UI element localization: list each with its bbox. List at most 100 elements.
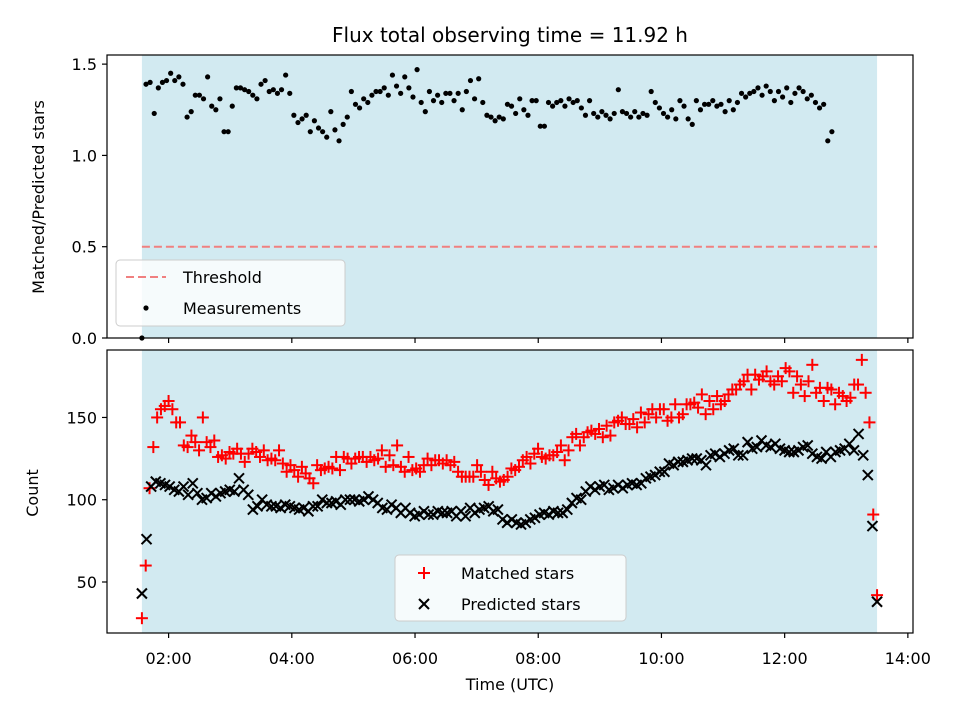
measurement-point	[443, 90, 449, 96]
x-stroke	[228, 485, 241, 498]
measurement-point	[554, 99, 560, 106]
x-stroke	[691, 452, 703, 465]
measurement-point	[525, 112, 531, 118]
measurement-point	[701, 101, 708, 107]
measurement-point	[829, 129, 835, 135]
predicted-star-point	[265, 500, 278, 513]
measurement-point	[500, 116, 506, 122]
measurement-point	[796, 85, 802, 91]
measurement-point	[517, 96, 523, 102]
predicted-star-point	[311, 500, 324, 513]
measurement-point	[176, 74, 182, 80]
measurement-point	[755, 85, 761, 91]
matched-star-point	[257, 444, 270, 457]
measurement-point	[722, 109, 728, 115]
measurement-point	[615, 87, 621, 93]
x-stroke	[224, 484, 236, 496]
x-stroke	[191, 487, 204, 499]
x-stroke	[760, 439, 772, 452]
measurement-point	[180, 81, 186, 87]
predicted-star-point	[686, 452, 698, 465]
measurement-point	[324, 134, 330, 140]
measurement-point	[697, 107, 704, 113]
x-stroke	[802, 439, 814, 452]
x-axis-label: Time (UTC)	[465, 675, 554, 694]
legend-measurements-label: Measurements	[183, 299, 301, 318]
measurement-point	[771, 98, 777, 104]
predicted-star-point	[307, 500, 319, 513]
measurement-point	[628, 114, 634, 120]
measurement-point	[168, 70, 174, 76]
predicted-star-point	[436, 507, 449, 519]
x-stroke	[672, 456, 684, 468]
x-tick-label: 04:00	[269, 649, 315, 668]
measurement-point	[586, 98, 593, 104]
matched-star-point	[676, 408, 689, 421]
measurement-point	[451, 98, 457, 104]
x-stroke	[168, 484, 180, 496]
predicted-star-point	[140, 533, 153, 545]
measurement-point	[513, 110, 519, 117]
predicted-star-point	[321, 497, 333, 509]
measurement-point	[410, 94, 416, 100]
measurement-point	[447, 90, 453, 96]
measurement-point	[480, 99, 486, 106]
measurement-point	[291, 112, 297, 118]
measurement-point	[751, 88, 757, 95]
measurement-point	[435, 92, 441, 98]
measurement-point	[299, 116, 305, 122]
matched-star-point	[139, 559, 152, 572]
predicted-star-point	[866, 520, 879, 532]
matched-star-point	[695, 388, 708, 401]
matched-star-point	[181, 441, 194, 454]
x-stroke	[663, 457, 675, 470]
matched-star-point	[562, 444, 575, 457]
measurement-point	[278, 87, 285, 93]
legend-predicted-swatch	[418, 598, 430, 610]
measurement-point	[767, 88, 773, 95]
measurement-point	[467, 77, 474, 84]
bottom-y-tick-label: 150	[66, 408, 97, 427]
measurement-point	[669, 107, 675, 113]
matched-star-point	[166, 403, 179, 416]
measurement-point	[521, 107, 527, 113]
matched-star-point	[383, 449, 396, 462]
measurement-point	[640, 110, 646, 117]
x-stroke	[242, 489, 254, 501]
measurement-point	[369, 92, 375, 98]
matched-star-point	[174, 416, 187, 429]
measurement-point	[788, 99, 794, 106]
matched-star-point	[554, 439, 567, 452]
matched-star-point	[760, 365, 773, 378]
measurement-point	[821, 101, 827, 107]
measurement-point	[155, 85, 161, 91]
x-stroke	[778, 444, 791, 457]
measurement-point	[780, 94, 786, 100]
measurement-point	[673, 116, 679, 122]
x-tick-label: 14:00	[885, 649, 931, 668]
measurement-point	[476, 76, 482, 82]
matched-star-point	[593, 422, 606, 435]
measurement-point	[389, 72, 396, 78]
x-stroke	[751, 441, 763, 453]
predicted-star-point	[857, 449, 869, 462]
measurement-point	[648, 88, 654, 95]
x-stroke	[140, 533, 153, 545]
measurement-point	[775, 88, 782, 95]
measurement-point	[143, 81, 149, 87]
predicted-star-point	[187, 477, 199, 489]
measurement-point	[455, 90, 461, 96]
x-stroke	[862, 469, 874, 481]
matched-star-point	[413, 465, 426, 478]
predicted-star-point	[700, 459, 712, 471]
measurement-point	[381, 85, 387, 91]
x-stroke	[626, 477, 638, 489]
predicted-star-point	[862, 469, 874, 481]
predicted-star-point	[728, 443, 740, 455]
matched-star-point	[852, 378, 865, 391]
legend-predicted-label: Predicted stars	[461, 595, 581, 614]
matched-star-point	[798, 390, 811, 403]
measurement-point	[759, 92, 765, 98]
x-stroke	[233, 472, 245, 485]
predicted-star-point	[251, 500, 264, 513]
